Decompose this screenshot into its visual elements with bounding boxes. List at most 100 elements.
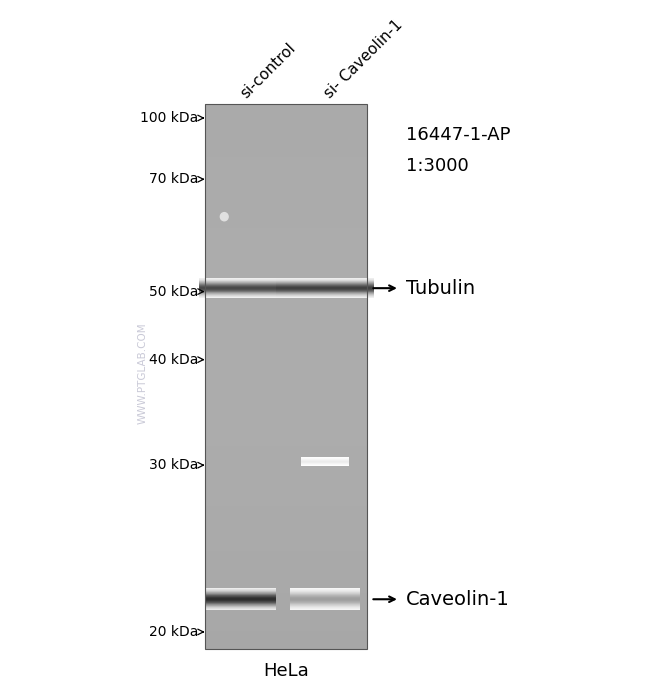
Bar: [205, 383, 367, 386]
Bar: [205, 570, 367, 573]
Bar: [205, 205, 367, 208]
Bar: [205, 209, 367, 211]
Bar: [205, 125, 367, 128]
Bar: [205, 409, 367, 411]
Bar: [205, 231, 367, 233]
Bar: [205, 459, 367, 462]
Bar: [205, 599, 367, 602]
Bar: [205, 630, 367, 633]
Bar: [205, 187, 367, 190]
Bar: [205, 247, 367, 250]
Bar: [205, 345, 367, 348]
Bar: [205, 193, 367, 195]
Bar: [205, 173, 367, 175]
Bar: [205, 372, 367, 375]
Bar: [205, 441, 367, 444]
Bar: [205, 263, 367, 266]
Bar: [205, 356, 367, 358]
Bar: [205, 326, 367, 328]
Bar: [205, 296, 367, 299]
Bar: [205, 639, 367, 642]
Bar: [205, 563, 367, 566]
Bar: [205, 329, 367, 331]
Text: 100 kDa: 100 kDa: [140, 111, 198, 125]
Bar: [205, 352, 367, 355]
Bar: [205, 525, 367, 527]
Bar: [205, 302, 367, 304]
Bar: [205, 405, 367, 407]
Bar: [205, 463, 367, 466]
Bar: [205, 379, 367, 382]
Bar: [205, 225, 367, 228]
Bar: [205, 245, 367, 248]
Bar: [205, 171, 367, 174]
Bar: [205, 522, 367, 524]
Bar: [205, 458, 367, 460]
Bar: [205, 164, 367, 166]
Bar: [205, 113, 367, 116]
Bar: [205, 538, 367, 540]
Bar: [205, 499, 367, 502]
Bar: [205, 347, 367, 349]
Bar: [205, 376, 367, 379]
Bar: [205, 620, 367, 622]
Bar: [205, 182, 367, 184]
Bar: [205, 503, 367, 505]
Bar: [205, 236, 367, 239]
Bar: [205, 158, 367, 160]
Bar: [205, 403, 367, 406]
Bar: [205, 476, 367, 478]
Bar: [205, 336, 367, 339]
Bar: [205, 316, 367, 319]
Bar: [205, 647, 367, 649]
Bar: [205, 176, 367, 178]
Bar: [205, 249, 367, 251]
Bar: [205, 594, 367, 596]
Bar: [205, 229, 367, 232]
Bar: [205, 118, 367, 120]
Bar: [205, 165, 367, 168]
Bar: [205, 265, 367, 267]
Bar: [205, 568, 367, 571]
Bar: [205, 189, 367, 192]
Bar: [205, 430, 367, 433]
Bar: [205, 327, 367, 330]
Bar: [205, 361, 367, 364]
Bar: [205, 480, 367, 482]
Bar: [205, 222, 367, 224]
Bar: [205, 636, 367, 638]
Bar: [205, 151, 367, 153]
Bar: [205, 338, 367, 340]
Bar: [205, 147, 367, 150]
Bar: [205, 623, 367, 625]
Bar: [205, 482, 367, 484]
Bar: [205, 342, 367, 344]
Bar: [205, 127, 367, 130]
Bar: [205, 421, 367, 424]
Bar: [205, 218, 367, 220]
Bar: [205, 280, 367, 282]
Bar: [205, 269, 367, 272]
Bar: [205, 508, 367, 511]
Bar: [205, 486, 367, 489]
Bar: [205, 174, 367, 177]
Bar: [205, 214, 367, 217]
Bar: [205, 547, 367, 549]
Bar: [205, 592, 367, 594]
Bar: [205, 532, 367, 535]
Bar: [205, 581, 367, 584]
Bar: [205, 109, 367, 111]
Bar: [205, 427, 367, 429]
Bar: [205, 531, 367, 533]
Bar: [205, 138, 367, 141]
Text: 40 kDa: 40 kDa: [149, 353, 198, 367]
Bar: [205, 104, 367, 106]
Bar: [205, 433, 367, 435]
Bar: [205, 401, 367, 404]
Bar: [205, 256, 367, 259]
Bar: [205, 260, 367, 262]
Bar: [205, 454, 367, 456]
Bar: [205, 281, 367, 284]
Bar: [205, 456, 367, 458]
Bar: [205, 223, 367, 226]
